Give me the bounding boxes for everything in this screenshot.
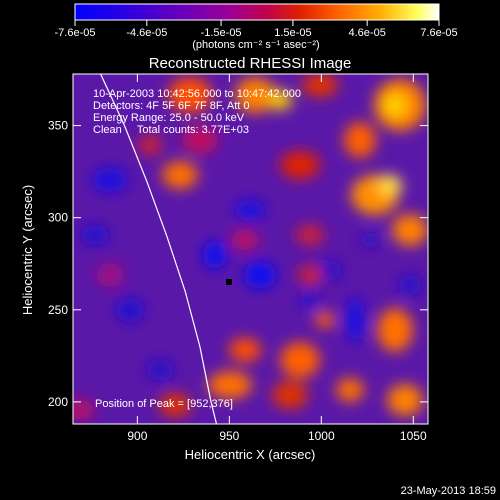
x-axis-ticks: 900 950 1000 1050 [127, 74, 427, 443]
y-tick-label: 250 [48, 303, 68, 317]
chart-title: Reconstructed RHESSI Image [149, 55, 352, 72]
colorbar-tick-label: 1.5e-05 [274, 27, 311, 39]
peak-position-label: Position of Peak = [952,376] [95, 398, 233, 410]
y-tick-label: 350 [48, 119, 68, 133]
colorbar-ticks: -7.6e-05 -4.6e-05 -1.5e-05 1.5e-05 4.6e-05 7.… [55, 20, 458, 39]
y-tick-label: 300 [48, 211, 68, 225]
footer-date: 23-May-2013 18:59 [401, 485, 496, 497]
x-axis-label: Heliocentric X (arcsec) [185, 447, 316, 462]
colorbar-tick-label: 7.6e-05 [420, 27, 457, 39]
y-axis-label: Heliocentric Y (arcsec) [20, 185, 35, 315]
annotation-time-range: 10-Apr-2003 10:42:56.000 to 10:47:42.000 [93, 88, 301, 100]
solar-limb-line [100, 74, 218, 424]
y-tick-label: 200 [48, 395, 68, 409]
colorbar-unit-label: (photons cm⁻² s⁻¹ asec⁻²) [192, 39, 319, 51]
colorbar: -7.6e-05 -4.6e-05 -1.5e-05 1.5e-05 4.6e-05 7.… [55, 3, 458, 51]
colorbar-gradient [74, 3, 440, 21]
annotation-energy-range: Energy Range: 25.0 - 50.0 keV [93, 112, 245, 124]
colorbar-tick-label: -7.6e-05 [55, 27, 96, 39]
colorbar-tick-label: 4.6e-05 [349, 27, 386, 39]
x-tick-label: 950 [219, 429, 239, 443]
emission-blobs [73, 74, 428, 420]
x-tick-label: 1050 [400, 429, 427, 443]
plot-frame [72, 73, 429, 425]
colorbar-tick-label: -1.5e-05 [201, 27, 242, 39]
image-minimum [226, 279, 232, 285]
annotation-block: 10-Apr-2003 10:42:56.000 to 10:47:42.000… [93, 88, 301, 136]
annotation-detectors: Detectors: 4F 5F 6F 7F 8F, Att 0 [93, 100, 250, 112]
colorbar-tick-label: -4.6e-05 [126, 27, 167, 39]
annotation-clean-counts: Clean Total counts: 3.77E+03 [93, 124, 249, 136]
image-area [73, 74, 428, 424]
x-tick-label: 900 [127, 429, 147, 443]
x-tick-label: 1000 [308, 429, 335, 443]
y-axis-ticks: 200 250 300 350 [48, 119, 428, 409]
